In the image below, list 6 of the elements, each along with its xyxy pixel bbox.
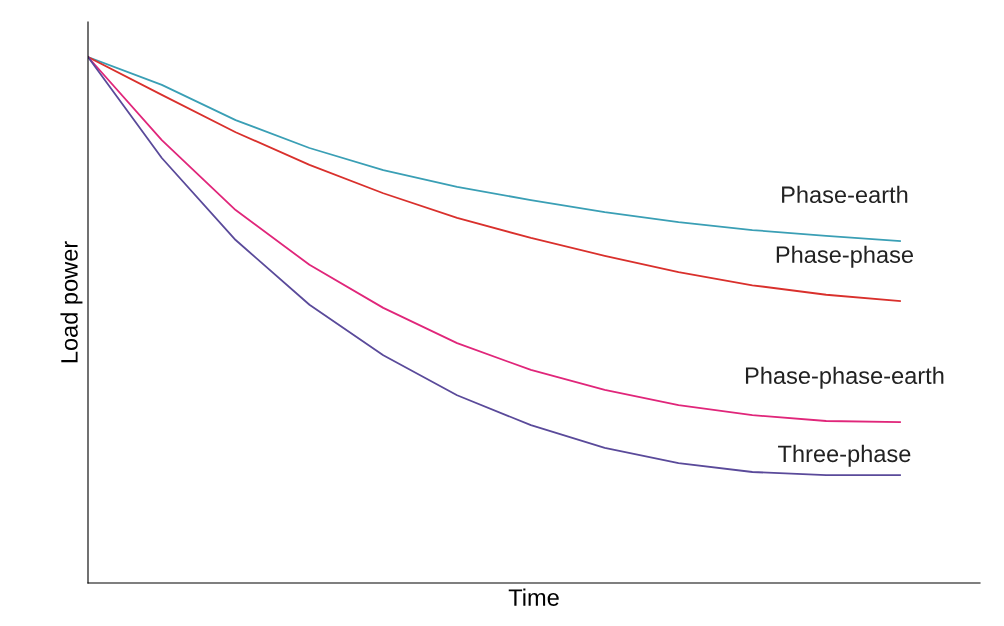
series-label: Phase-earth <box>782 185 908 204</box>
series-label: Phase-phase-earth <box>745 366 944 389</box>
x-axis-title: Time <box>508 588 559 606</box>
series-label: Three-phase <box>778 444 911 467</box>
y-axis-title: Load power <box>60 241 83 363</box>
series-label: Phase-phase <box>776 245 913 268</box>
